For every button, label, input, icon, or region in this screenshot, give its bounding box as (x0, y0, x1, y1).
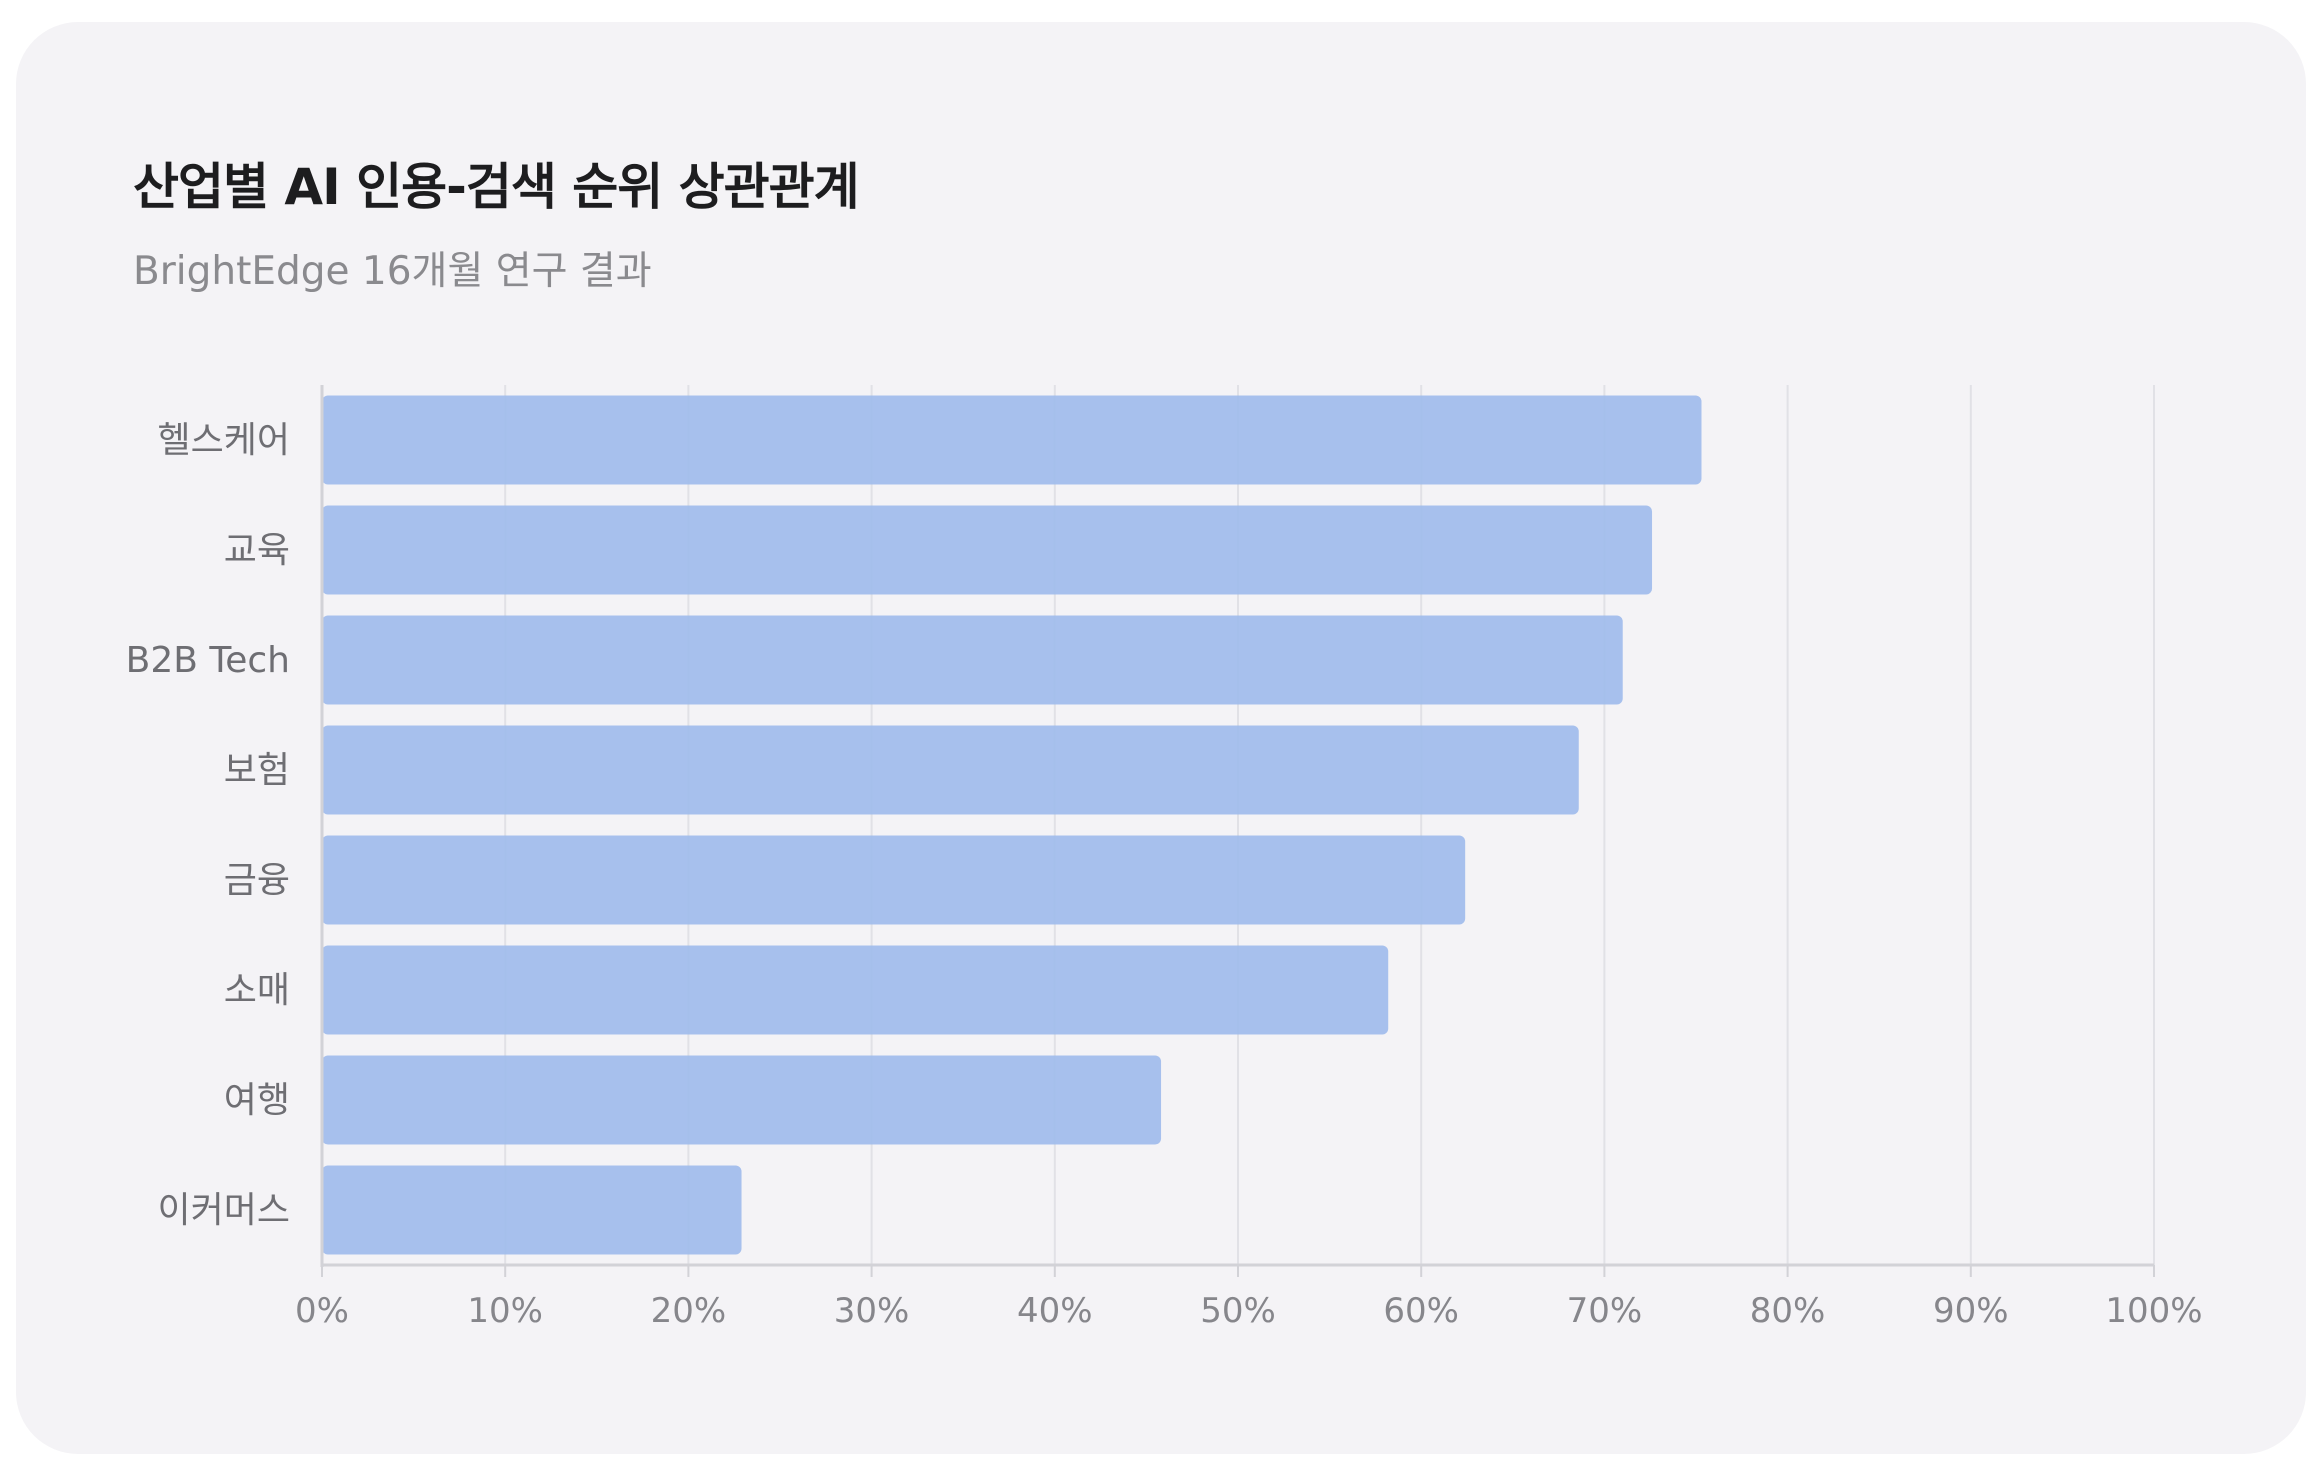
bar-2 (322, 615, 1623, 705)
category-label: 보험 (224, 750, 290, 791)
x-tick-label: 20% (651, 1291, 727, 1331)
chart-title: 산업별 AI 인용-검색 순위 상관관계 (133, 158, 860, 216)
x-tick-label: 70% (1567, 1291, 1643, 1331)
category-label: 금융 (224, 860, 290, 901)
bar-0 (322, 395, 1702, 485)
x-tick-label: 100% (2105, 1291, 2202, 1331)
x-tick-label: 60% (1383, 1291, 1459, 1331)
bar-6 (322, 1055, 1162, 1145)
x-tick-label: 0% (295, 1291, 349, 1331)
bar-5 (322, 945, 1389, 1035)
category-label: 교육 (224, 530, 290, 571)
category-label: 헬스케어 (158, 420, 290, 461)
x-tick-label: 10% (467, 1291, 543, 1331)
x-tick-label: 30% (834, 1291, 910, 1331)
x-tick-label: 50% (1200, 1291, 1276, 1331)
bar-1 (322, 505, 1653, 595)
x-tick-label: 40% (1017, 1291, 1093, 1331)
x-tick-label: 90% (1933, 1291, 2009, 1331)
category-label: 이커머스 (158, 1190, 290, 1231)
chart-subtitle: BrightEdge 16개월 연구 결과 (133, 249, 652, 294)
category-label: B2B Tech (126, 640, 290, 681)
bar-4 (322, 835, 1466, 925)
category-label: 여행 (224, 1080, 290, 1121)
x-tick-label: 80% (1750, 1291, 1826, 1331)
bar-3 (322, 725, 1579, 815)
bar-7 (322, 1165, 742, 1255)
category-label: 소매 (224, 970, 290, 1011)
